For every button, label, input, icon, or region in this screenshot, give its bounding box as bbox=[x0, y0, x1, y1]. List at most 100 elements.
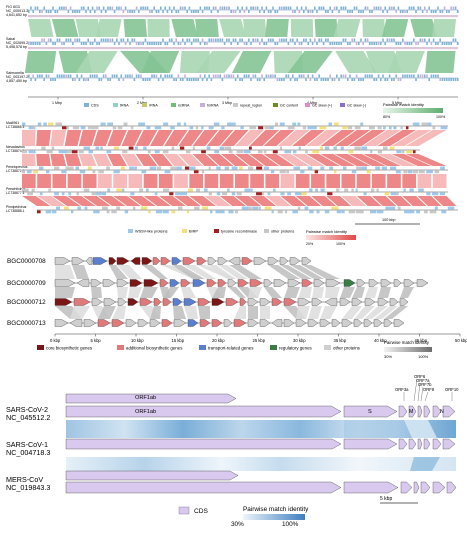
p3-gene bbox=[356, 279, 366, 287]
p3-gene bbox=[239, 298, 247, 306]
p3-gene bbox=[279, 257, 289, 265]
p1-feature bbox=[124, 42, 127, 45]
p1-legend-swatch bbox=[233, 103, 238, 107]
p2-gene bbox=[418, 170, 425, 174]
p1-feature bbox=[261, 74, 263, 78]
p1-feature bbox=[311, 10, 314, 13]
p2-gene bbox=[162, 150, 169, 154]
p2-link bbox=[235, 154, 264, 166]
p1-link bbox=[231, 51, 272, 73]
p3-gene bbox=[339, 298, 351, 306]
p1-feature bbox=[316, 10, 318, 13]
p3-gene bbox=[253, 257, 267, 265]
p3-link bbox=[268, 265, 300, 279]
p1-feature bbox=[360, 78, 362, 81]
p2-gene bbox=[228, 210, 234, 214]
svg-text:NC_004718.3: NC_004718.3 bbox=[6, 448, 50, 457]
p2-genome-name: Peewhitvirus bbox=[6, 187, 26, 191]
p2-gene bbox=[176, 166, 182, 170]
p1-feature bbox=[388, 74, 391, 78]
p2-link bbox=[235, 174, 249, 188]
p2-gene bbox=[370, 150, 373, 154]
p1-feature bbox=[206, 78, 208, 81]
p1-feature bbox=[146, 6, 149, 10]
p1-feature bbox=[193, 78, 195, 81]
p3-gene bbox=[353, 319, 363, 327]
p1-feature bbox=[58, 74, 61, 78]
p1-feature bbox=[215, 74, 217, 78]
p3-gene bbox=[90, 279, 102, 287]
p1-feature bbox=[135, 42, 138, 45]
p2-gene bbox=[247, 206, 252, 210]
p1-feature bbox=[201, 78, 204, 81]
p2-gene bbox=[309, 210, 314, 214]
p4-band-1 bbox=[66, 420, 456, 438]
p1-feature bbox=[283, 6, 285, 10]
p2-link bbox=[306, 154, 340, 166]
p3-gene bbox=[103, 298, 117, 306]
p1-feature bbox=[83, 6, 85, 10]
p1-feature bbox=[360, 38, 362, 42]
p2-gene bbox=[171, 210, 176, 214]
p1-feature bbox=[375, 78, 378, 81]
p2-link bbox=[22, 130, 36, 146]
p2-gene bbox=[47, 122, 54, 126]
p2-gene bbox=[279, 122, 285, 126]
p2-link bbox=[22, 174, 36, 188]
p2-gene bbox=[96, 192, 102, 196]
p2-gene bbox=[397, 206, 401, 210]
p1-feature bbox=[91, 74, 94, 78]
p1-feature bbox=[320, 6, 323, 10]
p1-feature bbox=[344, 74, 347, 78]
p1-feature bbox=[353, 38, 356, 42]
p2-gene bbox=[236, 150, 244, 154]
p1-feature bbox=[364, 38, 367, 42]
p1-feature bbox=[138, 10, 140, 13]
p2-gene bbox=[279, 170, 286, 174]
p2-gene bbox=[124, 210, 129, 214]
p3-tick-label: 15 kbp bbox=[172, 338, 185, 343]
panel-4-coronavirus-comparison: SARS-CoV-2 NC_045512.2 SARS-CoV-1 NC_004… bbox=[6, 374, 459, 528]
svg-text:Pairwise match identity: Pairwise match identity bbox=[243, 506, 309, 513]
p1-feature bbox=[393, 6, 395, 10]
p3-gene bbox=[373, 319, 383, 327]
svg-text:30%: 30% bbox=[231, 521, 244, 528]
p1-feature bbox=[443, 6, 446, 10]
p1-link bbox=[335, 51, 377, 73]
p1-feature bbox=[340, 42, 342, 45]
p3-gene bbox=[152, 257, 161, 265]
p1-feature bbox=[417, 6, 419, 10]
p1-feature bbox=[270, 74, 272, 78]
p3-gene bbox=[380, 279, 392, 287]
p3-gene bbox=[403, 279, 415, 287]
p1-feature bbox=[34, 42, 37, 45]
p2-link bbox=[391, 154, 432, 166]
p3-gene bbox=[227, 279, 237, 287]
p2-gene bbox=[360, 122, 364, 126]
p1-feature bbox=[256, 6, 259, 10]
p1-feature bbox=[397, 42, 400, 45]
p1-link bbox=[314, 19, 338, 37]
p3-gene bbox=[172, 298, 183, 306]
p2-gene bbox=[327, 192, 333, 196]
p3-gene bbox=[102, 279, 116, 287]
p2-gene bbox=[267, 192, 271, 196]
p2-gene bbox=[208, 166, 211, 170]
p3-gene bbox=[225, 298, 239, 306]
p2-gene bbox=[102, 206, 108, 210]
p1-feature bbox=[443, 42, 446, 45]
p3-link bbox=[248, 306, 258, 319]
p2-link bbox=[311, 174, 325, 188]
p1-feature bbox=[131, 74, 133, 78]
p1-feature bbox=[239, 38, 241, 42]
p2-gene bbox=[83, 188, 90, 192]
p2-link bbox=[221, 130, 249, 146]
p1-feature bbox=[371, 74, 373, 78]
p1-feature bbox=[309, 78, 312, 81]
p1-feature bbox=[219, 74, 221, 78]
p1-feature bbox=[441, 42, 444, 45]
p2-gene bbox=[100, 146, 103, 150]
p1-feature bbox=[417, 74, 419, 78]
p2-gene bbox=[134, 166, 137, 170]
p2-gene bbox=[264, 206, 272, 210]
